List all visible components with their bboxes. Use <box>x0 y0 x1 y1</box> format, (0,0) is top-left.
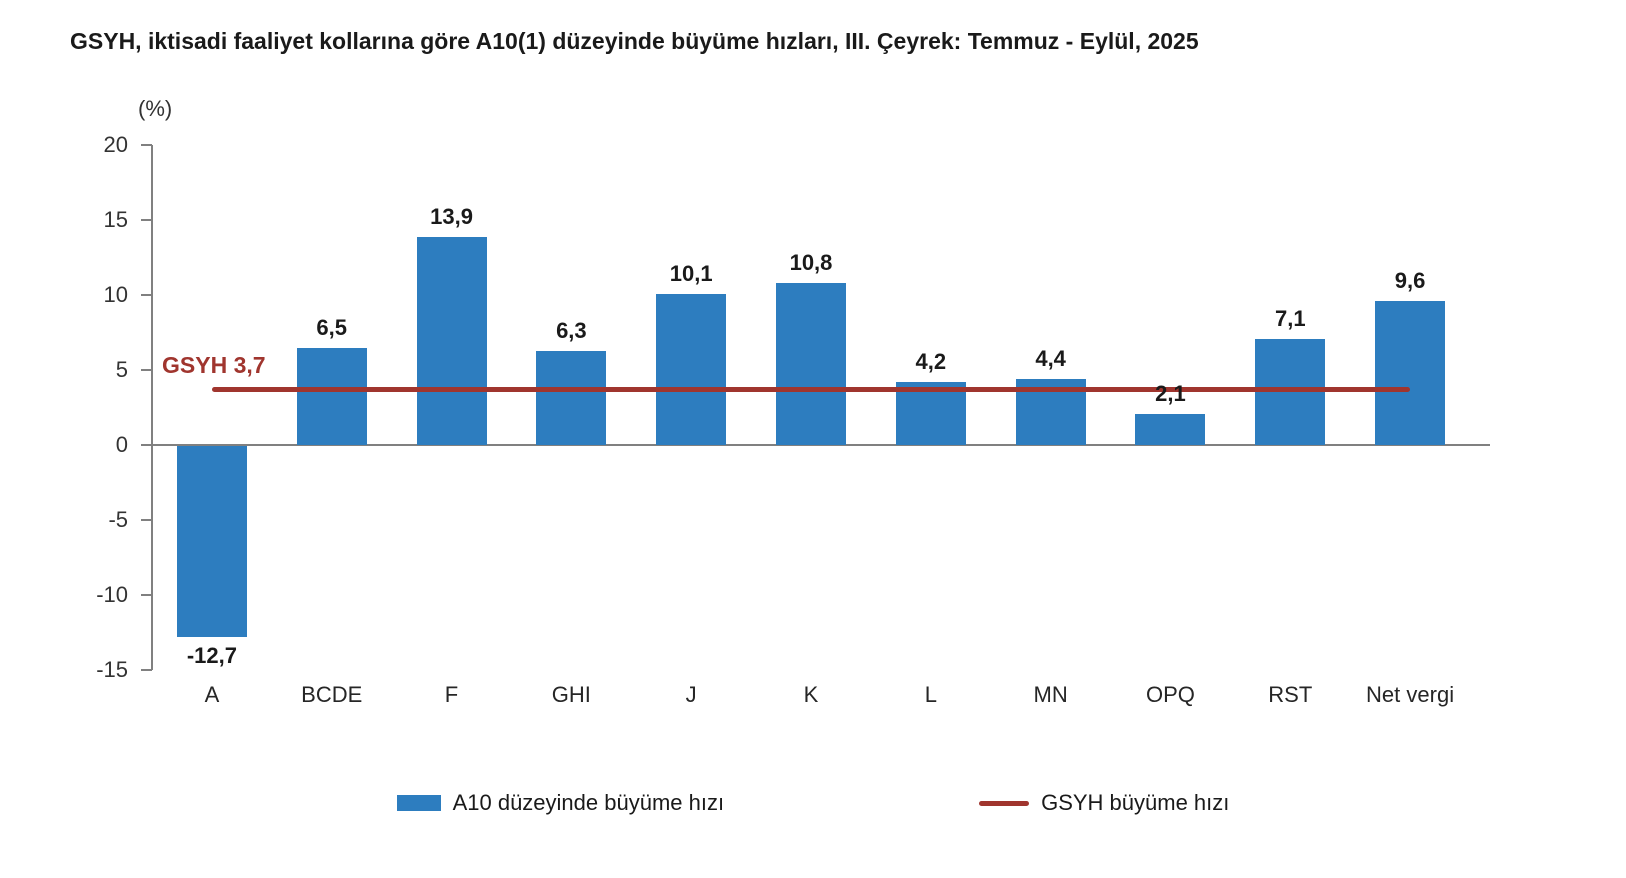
y-tick-mark <box>141 369 152 371</box>
chart-legend: A10 düzeyinde büyüme hızı GSYH büyüme hı… <box>0 790 1626 816</box>
bar-series-swatch <box>396 795 441 811</box>
bar-value-label: 7,1 <box>1274 305 1306 331</box>
legend-entry-bars: A10 düzeyinde büyüme hızı <box>396 790 725 816</box>
y-tick-label: 5 <box>115 357 128 382</box>
bar-value-label: 4,4 <box>1035 346 1066 371</box>
bar-series-label: A10 düzeyinde büyüme hızı <box>452 790 725 815</box>
bar-GHI <box>536 350 607 445</box>
y-tick-label: -10 <box>96 582 128 607</box>
y-tick-label: 0 <box>115 432 128 457</box>
y-tick-mark <box>141 219 152 221</box>
x-tick-label: GHI <box>551 682 591 707</box>
y-tick-label: -15 <box>96 657 128 682</box>
bar-value-label: 10,1 <box>669 260 713 286</box>
bar-value-label: 4,2 <box>915 349 947 374</box>
bar-value-label: 6,5 <box>316 314 348 340</box>
y-axis-unit-label: (%) <box>138 96 173 121</box>
y-tick-label: 15 <box>103 207 128 232</box>
bar-value-label: 2,1 <box>1155 380 1186 406</box>
bar-Net vergi <box>1375 301 1446 445</box>
x-tick-label: BCDE <box>301 682 363 707</box>
y-tick-mark <box>141 594 152 596</box>
line-series-label: GSYH büyüme hızı <box>1041 790 1230 815</box>
gsyh-line-annotation: GSYH 3,7 <box>162 352 266 378</box>
legend-entry-line: GSYH büyüme hızı <box>979 790 1229 816</box>
x-axis-baseline <box>152 444 1490 446</box>
y-tick-mark <box>141 519 152 521</box>
x-tick-label: F <box>444 682 459 707</box>
line-series-swatch <box>979 800 1030 806</box>
y-tick-mark <box>141 444 152 446</box>
y-axis-line <box>151 145 153 670</box>
y-tick-mark <box>141 294 152 296</box>
bar-value-label: 9,6 <box>1394 268 1426 293</box>
x-tick-label: J <box>685 682 697 707</box>
y-tick-label: 20 <box>103 132 128 157</box>
bar-value-label: 10,8 <box>789 250 833 275</box>
bar-value-label: -12,7 <box>186 642 237 668</box>
y-tick-label: 10 <box>103 282 128 307</box>
y-tick-mark <box>141 144 152 146</box>
x-tick-label: OPQ <box>1146 682 1195 707</box>
x-tick-label: K <box>803 682 819 707</box>
chart-title: GSYH, iktisadi faaliyet kollarına göre A… <box>70 28 1199 54</box>
gsyh-growth-line <box>211 387 1411 392</box>
y-tick-label: -5 <box>108 507 128 532</box>
x-tick-label: A <box>204 682 220 707</box>
bar-value-label: 13,9 <box>430 203 473 229</box>
x-tick-label: RST <box>1268 682 1313 707</box>
x-tick-label: MN <box>1033 682 1068 707</box>
y-tick-mark <box>141 669 152 671</box>
bar-F <box>416 236 487 445</box>
bar-L <box>895 382 966 445</box>
bar-OPQ <box>1135 413 1206 445</box>
bar-BCDE <box>296 347 367 445</box>
bar-A <box>176 446 247 637</box>
bar-J <box>656 293 727 445</box>
x-tick-label: L <box>924 682 937 707</box>
bar-K <box>776 283 846 445</box>
bar-value-label: 6,3 <box>556 317 587 343</box>
x-tick-label: Net vergi <box>1366 682 1455 707</box>
